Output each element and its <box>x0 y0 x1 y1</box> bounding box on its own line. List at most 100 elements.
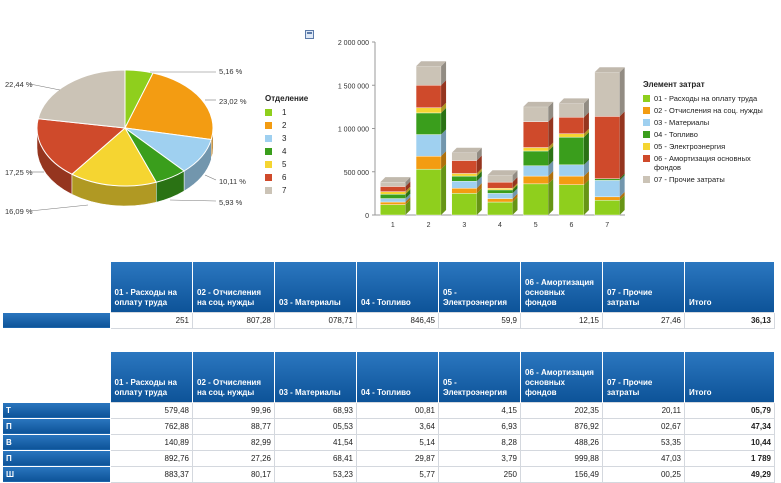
pie-slice-5[interactable] <box>71 127 158 187</box>
bar-segment-6-4[interactable] <box>558 136 585 166</box>
bar-segment-4-6[interactable] <box>487 181 513 189</box>
bar-segment-7-3[interactable] <box>594 180 620 198</box>
legend-label: 1 <box>282 108 287 117</box>
detail-header-1[interactable]: 01 - Расходы на оплату труда <box>110 352 193 402</box>
summary-header-8[interactable]: Итого <box>684 262 775 312</box>
detail-cell: 80,17 <box>192 465 275 483</box>
bar-segment-1-7[interactable] <box>380 181 406 187</box>
bar-segment-6-6[interactable] <box>558 117 585 134</box>
export-icon[interactable] <box>305 30 314 39</box>
bar-legend-item-3[interactable]: 03 - Материалы <box>643 118 778 127</box>
bar-segment-4-2[interactable] <box>487 198 513 203</box>
bar-legend-item-7[interactable]: 07 - Прочие затраты <box>643 175 778 184</box>
pie-legend-item-2[interactable]: 2 <box>265 119 308 132</box>
bar-segment-6-1[interactable] <box>558 184 585 216</box>
bar-segment-1-4[interactable] <box>380 194 406 199</box>
pie-legend-item-5[interactable]: 5 <box>265 158 308 171</box>
bar-segment-2-4[interactable] <box>415 112 442 135</box>
summary-header-6[interactable]: 06 - Амортизация основных фондов <box>520 262 603 312</box>
detail-cell: 250 <box>438 465 521 483</box>
bar-segment-4-5[interactable] <box>487 187 513 191</box>
pie-legend-item-7[interactable]: 7 <box>265 184 308 197</box>
bar-segment-5-3[interactable] <box>523 165 549 177</box>
bar-segment-7-4[interactable] <box>594 178 620 181</box>
bar-segment-2-2[interactable] <box>415 155 442 170</box>
bar-segment-5-6[interactable] <box>523 121 549 148</box>
bar-segment-3-3[interactable] <box>451 181 477 189</box>
bar-segment-5-7[interactable] <box>523 106 549 122</box>
bar-legend-item-6[interactable]: 06 - Амортизация основных фондов <box>643 154 778 172</box>
bar-segment-side <box>512 183 518 190</box>
detail-header-7[interactable]: 07 - Прочие затраты <box>602 352 685 402</box>
bar-segment-6-7[interactable] <box>558 103 585 118</box>
bar-legend-item-2[interactable]: 02 - Отчисления на соц. нужды <box>643 106 778 115</box>
pie-legend-item-3[interactable]: 3 <box>265 132 308 145</box>
pie-legend-item-4[interactable]: 4 <box>265 145 308 158</box>
summary-header-7[interactable]: 07 - Прочие затраты <box>602 262 685 312</box>
bar-segment-5-1[interactable] <box>523 183 549 216</box>
pie-legend-item-6[interactable]: 6 <box>265 171 308 184</box>
summary-row-header[interactable] <box>2 311 111 329</box>
bar-segment-3-1[interactable] <box>451 193 477 216</box>
summary-header-1[interactable]: 01 - Расходы на оплату труда <box>110 262 193 312</box>
bar-segment-2-1[interactable] <box>415 168 442 216</box>
bar-segment-7-1[interactable] <box>594 200 620 216</box>
detail-row-header[interactable]: П <box>2 417 111 435</box>
bar-top <box>523 101 554 107</box>
bar-legend-item-5[interactable]: 05 - Электроэнергия <box>643 142 778 151</box>
bar-segment-4-7[interactable] <box>487 175 513 183</box>
pie-legend-item-1[interactable]: 1 <box>265 106 308 119</box>
bar-segment-6-3[interactable] <box>558 164 585 177</box>
detail-header-5[interactable]: 05 - Электроэнергия <box>438 352 521 402</box>
detail-row-header[interactable]: В <box>2 433 111 451</box>
bar-segment-2-7[interactable] <box>415 66 442 86</box>
detail-header-8[interactable]: Итого <box>684 352 775 402</box>
bar-segment-5-2[interactable] <box>523 175 549 185</box>
bar-segment-6-5[interactable] <box>558 133 585 138</box>
bar-segment-7-7[interactable] <box>594 72 620 117</box>
bar-segment-1-5[interactable] <box>380 191 406 195</box>
bar-segment-7-6[interactable] <box>594 116 620 179</box>
bar-segment-5-4[interactable] <box>523 150 549 166</box>
summary-header-3[interactable]: 03 - Материалы <box>274 262 357 312</box>
bar-segment-1-3[interactable] <box>380 198 406 203</box>
bar-segment-5-5[interactable] <box>523 147 549 152</box>
bar-segment-6-2[interactable] <box>558 175 585 185</box>
bar-top <box>416 61 447 67</box>
bar-segment-2-6[interactable] <box>415 85 442 108</box>
detail-row-header[interactable]: П <box>2 449 111 467</box>
bar-legend-item-1[interactable]: 01 - Расходы на оплату труда <box>643 94 778 103</box>
summary-header-5[interactable]: 05 - Электроэнергия <box>438 262 521 312</box>
bar-segment-7-2[interactable] <box>594 196 620 201</box>
summary-header-0[interactable] <box>2 262 111 312</box>
detail-header-0[interactable] <box>2 352 111 402</box>
bar-segment-3-7[interactable] <box>451 152 477 161</box>
bar-segment-3-5[interactable] <box>451 173 477 177</box>
bar-segment-4-1[interactable] <box>487 201 513 216</box>
bar-segment-4-4[interactable] <box>487 189 513 194</box>
bar-segment-2-3[interactable] <box>415 134 442 157</box>
legend-swatch <box>643 95 650 102</box>
bar-segment-3-4[interactable] <box>451 175 477 182</box>
bar-segment-side <box>476 147 482 161</box>
bar-segment-3-2[interactable] <box>451 187 477 194</box>
bar-segment-2-5[interactable] <box>415 107 442 114</box>
bar-legend-item-4[interactable]: 04 - Топливо <box>643 130 778 139</box>
summary-header-4[interactable]: 04 - Топливо <box>356 262 439 312</box>
pie-slice-2[interactable] <box>124 72 214 141</box>
pie-slice-6[interactable] <box>36 118 127 175</box>
detail-row-header[interactable]: Т <box>2 401 111 419</box>
bar-segment-1-2[interactable] <box>380 201 406 205</box>
bar-segment-4-3[interactable] <box>487 193 513 199</box>
detail-row-header[interactable]: Ш <box>2 465 111 483</box>
pie-slice-7[interactable] <box>37 69 126 129</box>
bar-segment-1-6[interactable] <box>380 186 406 192</box>
summary-header-2[interactable]: 02 - Отчисления на соц. нужды <box>192 262 275 312</box>
detail-header-6[interactable]: 06 - Амортизация основных фондов <box>520 352 603 402</box>
bar-segment-1-1[interactable] <box>380 204 406 216</box>
bar-top <box>487 170 518 176</box>
detail-header-4[interactable]: 04 - Топливо <box>356 352 439 402</box>
bar-segment-3-6[interactable] <box>451 160 477 174</box>
detail-header-3[interactable]: 03 - Материалы <box>274 352 357 402</box>
detail-header-2[interactable]: 02 - Отчисления на соц. нужды <box>192 352 275 402</box>
